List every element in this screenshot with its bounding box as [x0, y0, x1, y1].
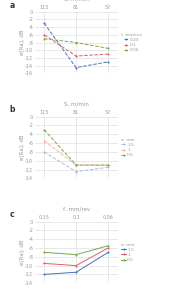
Legend: 0.25, 0.1, 0.06: 0.25, 0.1, 0.06: [121, 33, 142, 52]
1.5: [107, 251, 109, 254]
0.06: [75, 41, 77, 44]
1.5: [43, 150, 45, 154]
Line: 0.1: 0.1: [43, 34, 109, 57]
0.25: [43, 22, 45, 25]
0.06: [107, 46, 109, 50]
1: [43, 262, 45, 265]
Line: 0.06: 0.06: [43, 38, 109, 49]
0.1: [75, 54, 77, 58]
Line: 1.5: 1.5: [43, 251, 109, 275]
0.5: [75, 163, 77, 167]
0.5: [107, 244, 109, 248]
0.5: [75, 253, 77, 256]
1.5: [75, 170, 77, 173]
0.1: [43, 33, 45, 36]
Title: f, mm/rev: f, mm/rev: [63, 206, 90, 211]
Line: 1: 1: [43, 140, 109, 166]
0.5: [43, 251, 45, 254]
1: [75, 163, 77, 167]
0.25: [75, 66, 77, 69]
Line: 0.5: 0.5: [43, 129, 109, 166]
1.5: [75, 270, 77, 274]
0.5: [107, 163, 109, 167]
Title: S, m/min: S, m/min: [64, 0, 89, 1]
Legend: 1.5, 1, 0.5: 1.5, 1, 0.5: [121, 243, 135, 262]
0.06: [43, 37, 45, 40]
1: [107, 246, 109, 250]
1: [75, 264, 77, 267]
1.5: [43, 273, 45, 276]
Y-axis label: e[Ra], dB: e[Ra], dB: [19, 240, 24, 265]
0.25: [107, 60, 109, 64]
1.5: [107, 166, 109, 169]
Legend: 1.5, 1, 0.5: 1.5, 1, 0.5: [121, 138, 135, 157]
Y-axis label: e[Ra], dB: e[Ra], dB: [19, 30, 24, 55]
1: [107, 163, 109, 167]
Text: b: b: [10, 105, 15, 114]
Title: S, m/min: S, m/min: [64, 102, 89, 107]
0.5: [43, 128, 45, 132]
Line: 0.5: 0.5: [43, 245, 109, 256]
Y-axis label: e[Ra], dB: e[Ra], dB: [19, 135, 24, 160]
0.1: [107, 52, 109, 56]
Line: 0.25: 0.25: [43, 22, 109, 69]
Line: 1: 1: [43, 247, 109, 267]
Text: c: c: [10, 211, 14, 219]
Line: 1.5: 1.5: [43, 151, 109, 173]
1: [43, 139, 45, 142]
Text: a: a: [10, 1, 15, 10]
